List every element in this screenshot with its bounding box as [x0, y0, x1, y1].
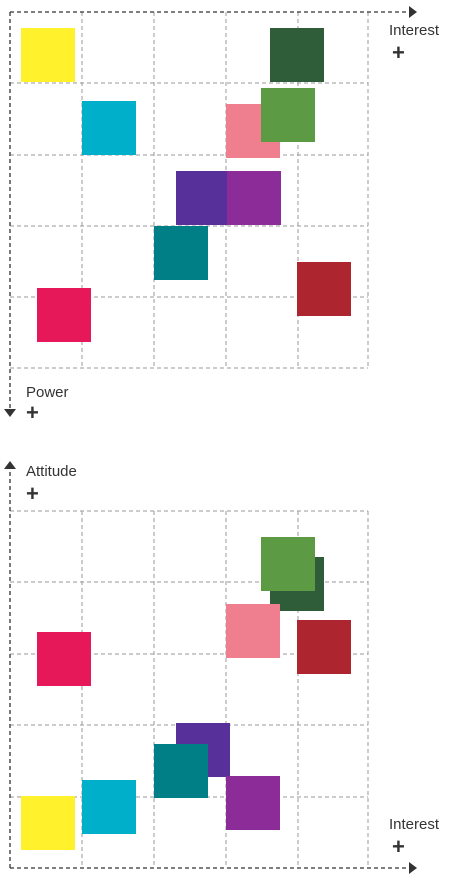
top-stakeholder-magenta[interactable] [37, 288, 91, 342]
bottom-y-plus-icon: + [26, 481, 39, 506]
bottom-y-arrow-icon [4, 461, 16, 469]
top-stakeholder-cyan[interactable] [82, 101, 136, 155]
bottom-stakeholder-cyan[interactable] [82, 780, 136, 834]
top-y-axis-label: Power [26, 384, 69, 401]
bottom-stakeholder-dark-red[interactable] [297, 620, 351, 674]
top-x-arrow-icon [409, 6, 417, 18]
top-stakeholder-indigo[interactable] [176, 171, 230, 225]
top-stakeholder-yellow[interactable] [21, 28, 75, 82]
top-stakeholder-dark-red[interactable] [297, 262, 351, 316]
bottom-x-plus-icon: + [392, 834, 405, 859]
bottom-y-axis-label: Attitude [26, 463, 77, 480]
top-x-plus-icon: + [392, 40, 405, 65]
top-stakeholder-light-green[interactable] [261, 88, 315, 142]
bottom-stakeholder-pink[interactable] [226, 604, 280, 658]
top-y-plus-icon: + [26, 400, 39, 425]
top-stakeholder-purple[interactable] [227, 171, 281, 225]
top-stakeholder-teal[interactable] [154, 226, 208, 280]
bottom-stakeholder-magenta[interactable] [37, 632, 91, 686]
bottom-stakeholder-light-green[interactable] [261, 537, 315, 591]
top-stakeholder-dark-green[interactable] [270, 28, 324, 82]
bottom-x-axis-label: Interest [389, 816, 440, 833]
bottom-stakeholder-purple[interactable] [226, 776, 280, 830]
top-y-arrow-icon [4, 409, 16, 417]
bottom-stakeholder-teal[interactable] [154, 744, 208, 798]
bottom-stakeholder-yellow[interactable] [21, 796, 75, 850]
bottom-x-arrow-icon [409, 862, 417, 874]
top-x-axis-label: Interest [389, 22, 440, 39]
